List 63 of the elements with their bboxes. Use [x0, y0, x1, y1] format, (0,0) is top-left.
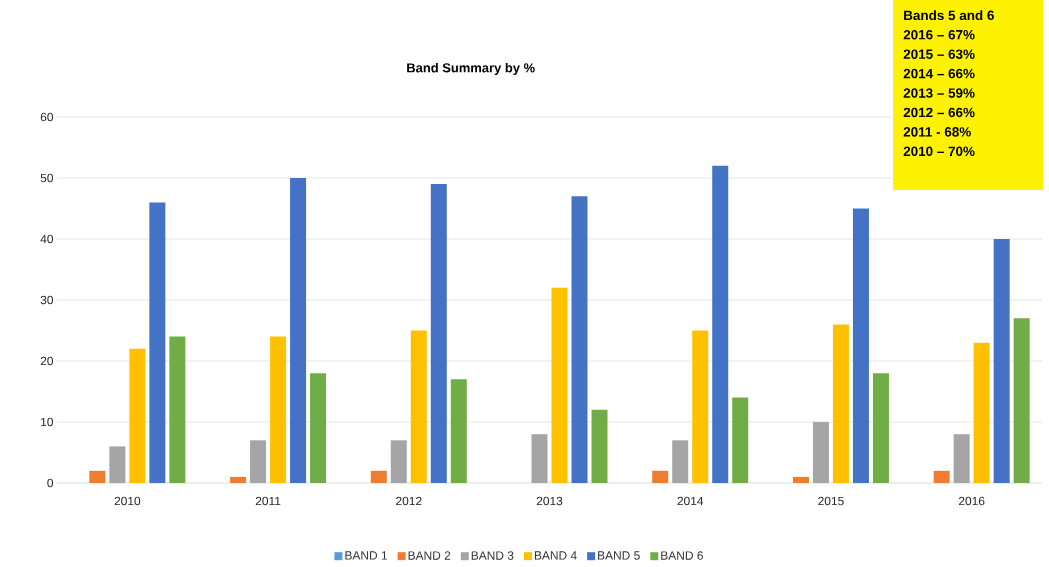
annotation: 2012 – 66%	[903, 107, 975, 118]
bar	[169, 336, 186, 483]
bar	[430, 184, 447, 483]
bar	[832, 324, 849, 483]
x-tick-label: 2014	[677, 496, 704, 506]
bar	[872, 373, 889, 483]
bar	[89, 470, 106, 483]
legend-label: BAND 6	[661, 551, 703, 560]
x-tick-label: 2011	[255, 496, 281, 506]
annotation: 2011 - 68%	[903, 127, 971, 137]
y-tick-label: 20	[40, 356, 54, 366]
bar	[230, 476, 247, 483]
y-tick-label: 40	[40, 234, 54, 244]
annotation: 2010 – 70%	[903, 146, 975, 157]
legend-label: BAND 2	[408, 551, 451, 560]
x-tick-label: 2015	[818, 496, 844, 506]
bar	[129, 348, 146, 483]
y-tick-label: 60	[40, 112, 54, 122]
bar	[933, 470, 950, 483]
text: 2016 – 67%	[903, 29, 975, 40]
text: 2015 – 63%	[903, 49, 975, 59]
bar	[551, 287, 568, 483]
bar	[290, 178, 307, 483]
bar	[410, 330, 427, 483]
bar	[591, 409, 608, 483]
y-tick-label: 0	[47, 478, 54, 488]
x-tick-label: 2013	[536, 496, 563, 506]
bar	[692, 330, 709, 483]
bar	[571, 196, 588, 483]
bar	[250, 440, 267, 483]
legend-label: BAND 1	[345, 551, 388, 560]
bar	[390, 440, 407, 483]
bar	[652, 470, 669, 483]
y-tick-label: 10	[41, 417, 54, 427]
bar	[531, 434, 548, 483]
bar	[310, 373, 327, 483]
bar	[109, 446, 126, 483]
bar	[270, 336, 287, 483]
bar	[852, 208, 869, 483]
text: Bands 5 and 6	[904, 10, 994, 21]
x-tick-label: 2016	[958, 496, 985, 506]
bar	[712, 165, 729, 483]
x-tick-label: 2010	[114, 496, 141, 506]
legend-label: BAND 4	[534, 551, 577, 560]
text: 2014 – 66%	[903, 68, 975, 79]
bar	[953, 434, 970, 483]
bar	[672, 440, 689, 483]
text: 2013 – 59%	[903, 88, 975, 98]
chart-title: Band Summary by %	[407, 62, 535, 75]
legend-label: BAND 3	[471, 551, 514, 560]
bar	[812, 422, 829, 483]
bar	[973, 342, 990, 483]
bar	[732, 397, 749, 483]
bar	[450, 379, 467, 483]
y-tick-label: 30	[40, 295, 54, 305]
y-tick-label: 50	[40, 173, 54, 183]
bar	[370, 470, 387, 483]
bar	[792, 476, 809, 483]
bar	[149, 202, 166, 483]
legend-label: BAND 5	[598, 551, 640, 560]
x-tick-label: 2012	[396, 496, 422, 506]
bar	[1013, 318, 1030, 483]
bar	[993, 239, 1010, 483]
